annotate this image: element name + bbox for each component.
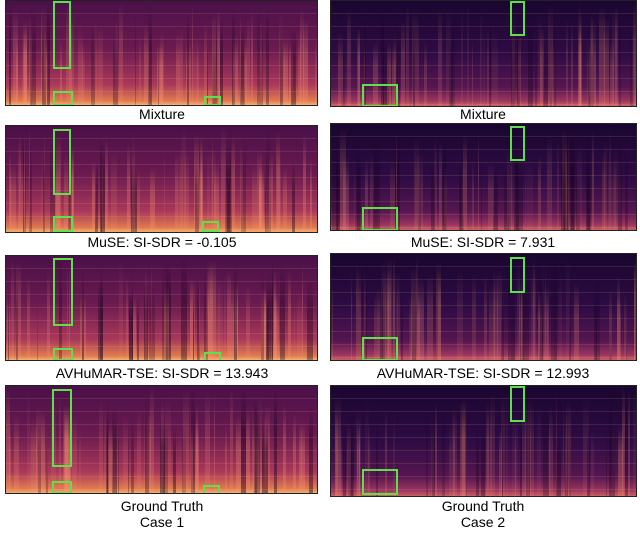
caption: Mixture — [2, 106, 322, 122]
highlight-box — [52, 481, 72, 494]
caption: Ground Truth — [323, 498, 640, 514]
spectrogram — [5, 125, 318, 233]
case-label: Case 1 — [2, 514, 322, 530]
highlight-box — [510, 126, 525, 161]
highlight-box — [362, 469, 398, 495]
caption: MuSE: SI-SDR = -0.105 — [2, 234, 322, 250]
caption: Mixture — [323, 106, 640, 122]
highlight-box — [52, 389, 72, 467]
highlight-box — [204, 352, 221, 361]
spectrogram — [330, 123, 637, 231]
spectrogram — [5, 385, 318, 494]
spectrogram — [330, 385, 637, 497]
highlight-box — [362, 84, 398, 107]
highlight-box — [362, 337, 398, 361]
caption: MuSE: SI-SDR = 7.931 — [323, 234, 640, 250]
highlight-box — [53, 1, 71, 69]
highlight-box — [53, 258, 73, 326]
highlight-box — [204, 96, 221, 106]
case-label: Case 2 — [323, 514, 640, 530]
spectrogram — [330, 253, 637, 361]
highlight-box — [53, 348, 73, 361]
spectrogram — [330, 0, 637, 107]
highlight-box — [510, 1, 525, 36]
highlight-box — [53, 216, 73, 232]
caption: AVHuMAR-TSE: SI-SDR = 12.993 — [323, 365, 640, 381]
spectrogram — [5, 0, 318, 106]
highlight-box — [53, 129, 71, 195]
highlight-box — [203, 485, 220, 494]
figure: Mixture MuSE: SI-SDR = -0.105 AVHuMAR-TS… — [0, 0, 640, 533]
caption: AVHuMAR-TSE: SI-SDR = 13.943 — [2, 365, 322, 381]
highlight-box — [510, 386, 525, 422]
caption: Ground Truth — [2, 498, 322, 514]
highlight-box — [362, 207, 398, 231]
highlight-box — [53, 91, 73, 106]
highlight-box — [510, 257, 525, 293]
highlight-box — [202, 221, 219, 232]
spectrogram — [5, 255, 318, 361]
